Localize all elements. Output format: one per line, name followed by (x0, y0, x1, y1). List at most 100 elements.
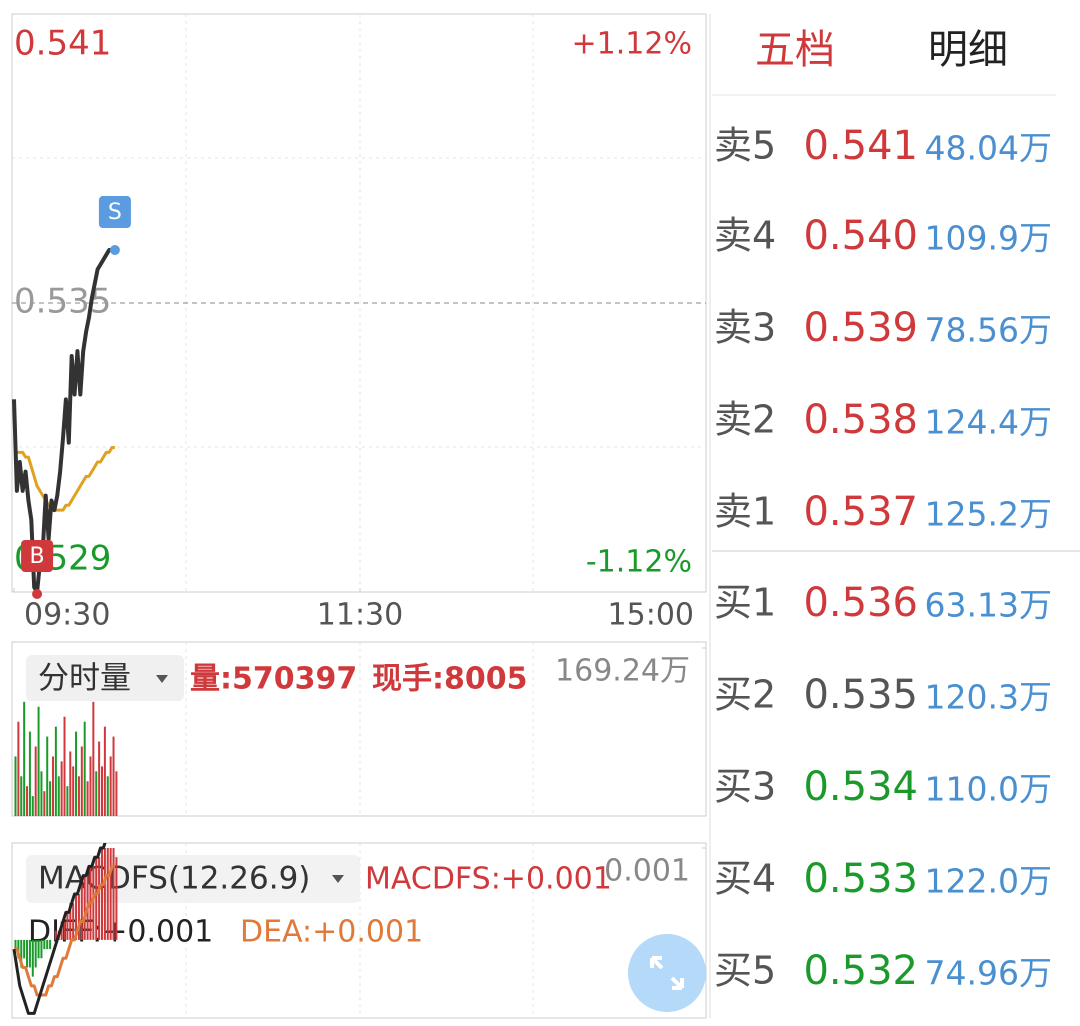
macd-bar (98, 857, 101, 940)
book-label: 买3 (714, 765, 776, 809)
book-price: 0.541 (803, 123, 918, 169)
volume-bar (28, 731, 31, 816)
expand-button[interactable] (628, 934, 706, 1012)
volume-bar (60, 761, 63, 816)
macd-bar (28, 939, 31, 968)
macd-frame (11, 842, 707, 1019)
macd-bar (26, 939, 29, 968)
macd-bar (83, 875, 86, 940)
volume-bar (77, 776, 80, 816)
book-price: 0.539 (803, 305, 918, 351)
volume-bar (23, 701, 26, 816)
volume-bar (106, 776, 109, 816)
macd-bar (101, 848, 103, 940)
book-volume: 110.0万 (925, 770, 1052, 809)
marker (98, 196, 131, 229)
volume-bar (43, 791, 46, 816)
macd-bar (66, 912, 69, 940)
book-volume: 74.96万 (925, 954, 1052, 993)
volume-bar (109, 756, 112, 816)
macd-bar (54, 930, 57, 940)
volume-bar (37, 706, 40, 816)
volume-current: 现手:8005 (372, 662, 528, 697)
book-price: 0.538 (803, 397, 918, 443)
volume-bar (115, 771, 118, 816)
macd-bar (49, 939, 52, 950)
volume-bar (112, 736, 115, 816)
volume-selector-text[interactable]: 分时量 (38, 661, 131, 697)
book-price: 0.537 (803, 489, 918, 535)
volume-bar (63, 716, 66, 816)
book-volume: 48.04万 (925, 129, 1052, 168)
book-volume: 122.0万 (925, 862, 1052, 901)
macd-bar (14, 939, 17, 950)
volume-bar (17, 721, 20, 816)
book-volume: 78.56万 (925, 311, 1052, 350)
book-label: 买2 (714, 673, 776, 717)
dropdown-arrow (332, 875, 344, 883)
book-volume: 125.2万 (925, 495, 1052, 534)
macd-bar (31, 939, 34, 977)
volume-bar (86, 781, 89, 816)
macd-bar (34, 939, 37, 968)
dea-value: DEA:+0.001 (240, 915, 423, 950)
macd-bar (115, 857, 118, 940)
macd-selector[interactable] (26, 855, 360, 903)
book-label: 买4 (714, 857, 776, 901)
book-volume: 109.9万 (925, 219, 1052, 258)
volume-bar (14, 756, 17, 816)
book-volume: 120.3万 (925, 678, 1052, 717)
volume-bar (46, 736, 49, 816)
volume-bar (49, 781, 52, 816)
book-label: 卖4 (714, 214, 776, 258)
macd-bar (46, 939, 49, 950)
volume-total: 量:570397 (190, 662, 357, 697)
book-price: 0.533 (803, 856, 918, 902)
book-price: 0.534 (803, 764, 918, 810)
diff-line (12, 843, 107, 1015)
book-price: 0.532 (803, 948, 918, 994)
book-label: 卖1 (714, 490, 776, 534)
volume-bar (83, 721, 86, 816)
tab[interactable]: 明细 (928, 27, 1008, 73)
x-tick-label: 11:30 (317, 598, 403, 633)
marker-label: B (30, 544, 45, 569)
macd-bar (43, 939, 46, 950)
volume-bar (72, 766, 75, 816)
book-price: 0.536 (803, 580, 918, 626)
book-label: 卖2 (714, 398, 776, 442)
tab[interactable]: 五档 (755, 27, 835, 73)
volume-bar (26, 786, 29, 816)
book-volume: 63.13万 (925, 586, 1052, 625)
macd-bar (95, 857, 98, 940)
dropdown-arrow (156, 675, 168, 683)
volume-bar (66, 786, 69, 816)
book-label: 买1 (714, 581, 776, 625)
y2-tick-label: -1.12% (586, 545, 692, 580)
volume-bar (40, 771, 43, 816)
macd-bar (40, 939, 43, 959)
volume-selector[interactable] (26, 655, 184, 701)
macd-bar (72, 903, 75, 940)
macd-bar (20, 939, 23, 968)
volume-bar (34, 746, 37, 816)
marker-dot (109, 245, 120, 256)
volume-bar (95, 771, 98, 816)
y-tick-label: 169.24万 (555, 654, 690, 689)
volume-bar (75, 731, 78, 816)
macd-bar (77, 893, 80, 940)
volume-bar (101, 766, 103, 816)
volume-bar (51, 756, 54, 816)
volume-bar (54, 726, 57, 816)
macd-plot (12, 843, 118, 1015)
volume-bar (98, 741, 101, 816)
x-tick-label: 09:30 (24, 598, 110, 633)
y-tick-label: 0.541 (14, 24, 111, 64)
book-label: 卖5 (714, 124, 776, 168)
volume-bar (89, 756, 92, 816)
macd-bar (106, 848, 109, 940)
y-tick-label: 0.535 (14, 282, 111, 322)
volume-bar (69, 751, 72, 816)
volume-bar (103, 726, 106, 816)
